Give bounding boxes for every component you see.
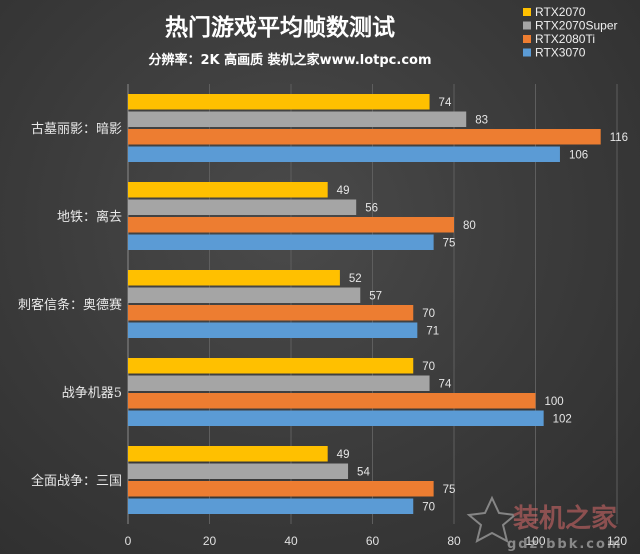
watermark: 装机之家 gdz.bbk.com	[466, 495, 623, 552]
category-label: 全面战争：三国	[31, 473, 122, 489]
bar	[128, 270, 340, 286]
bar-value-label: 75	[443, 484, 456, 496]
legend-swatch	[523, 8, 531, 16]
legend-label: RTX3070	[535, 46, 586, 60]
bar	[128, 129, 601, 145]
x-tick-label: 100	[525, 534, 545, 548]
bar	[128, 358, 414, 374]
bar-value-label: 74	[439, 378, 452, 390]
bar	[128, 217, 454, 233]
bar	[128, 199, 357, 215]
bar-value-label: 49	[337, 449, 350, 461]
bars: 74 83 116 106 49 56 80 75 52 57 70 71 70 74 100 102 49 54…	[128, 94, 628, 514]
x-tick-label: 20	[203, 534, 217, 548]
bar-value-label: 116	[610, 132, 628, 144]
legend-label: RTX2070	[535, 5, 586, 19]
bar-value-label: 80	[463, 220, 476, 232]
bar	[128, 234, 434, 250]
legend-label: RTX2070Super	[535, 19, 618, 33]
bar-value-label: 56	[365, 202, 378, 214]
bar	[128, 498, 414, 514]
x-tick-label: 60	[366, 534, 380, 548]
x-axis-ticks: 0 20 40 60 80 100 120	[125, 534, 628, 548]
chart-title: 热门游戏平均帧数测试	[165, 14, 395, 41]
bar-value-label: 52	[349, 273, 362, 285]
bar-value-label: 102	[553, 413, 572, 425]
bar	[128, 481, 434, 497]
legend-swatch	[523, 21, 531, 30]
bar	[128, 322, 418, 338]
bar-value-label: 57	[369, 290, 382, 302]
watermark-url: gdz.bbk.com	[507, 537, 623, 552]
bar	[128, 94, 430, 110]
legend-swatch	[523, 35, 531, 43]
category-label: 战争机器5	[62, 386, 122, 401]
bar	[128, 446, 328, 462]
x-tick-label: 40	[284, 534, 298, 548]
x-tick-label: 0	[125, 534, 132, 548]
bar	[128, 111, 467, 127]
category-label: 地铁：离去	[57, 209, 122, 225]
bar	[128, 305, 414, 321]
bar-value-label: 70	[422, 501, 435, 513]
bar	[128, 146, 560, 162]
bar-value-label: 106	[569, 149, 588, 161]
bar	[128, 375, 430, 391]
bar	[128, 287, 361, 303]
bar-value-label: 74	[439, 97, 452, 109]
bar	[128, 463, 349, 479]
bar	[128, 393, 536, 409]
bar-value-label: 49	[337, 185, 350, 197]
bar-value-label: 100	[545, 396, 564, 408]
category-label: 刺客信条：奥德赛	[18, 297, 122, 313]
bar	[128, 182, 328, 198]
bar-value-label: 70	[422, 308, 435, 320]
bar-value-label: 75	[443, 237, 456, 249]
chart-subtitle: 分辨率：2K 高画质 装机之家www.lotpc.com	[148, 52, 431, 68]
legend-swatch	[523, 48, 531, 57]
watermark-text: 装机之家	[513, 503, 617, 534]
legend-label: RTX2080Ti	[535, 32, 595, 46]
watermark-star-icon	[466, 495, 518, 543]
bar-value-label: 71	[426, 325, 439, 337]
x-tick-label: 120	[607, 534, 627, 548]
category-label: 古墓丽影：暗影	[31, 122, 122, 137]
bar-value-label: 70	[422, 361, 435, 373]
x-tick-label: 80	[447, 534, 461, 548]
bar-value-label: 54	[357, 466, 370, 478]
bar	[128, 410, 544, 426]
bar-value-label: 83	[475, 114, 488, 126]
